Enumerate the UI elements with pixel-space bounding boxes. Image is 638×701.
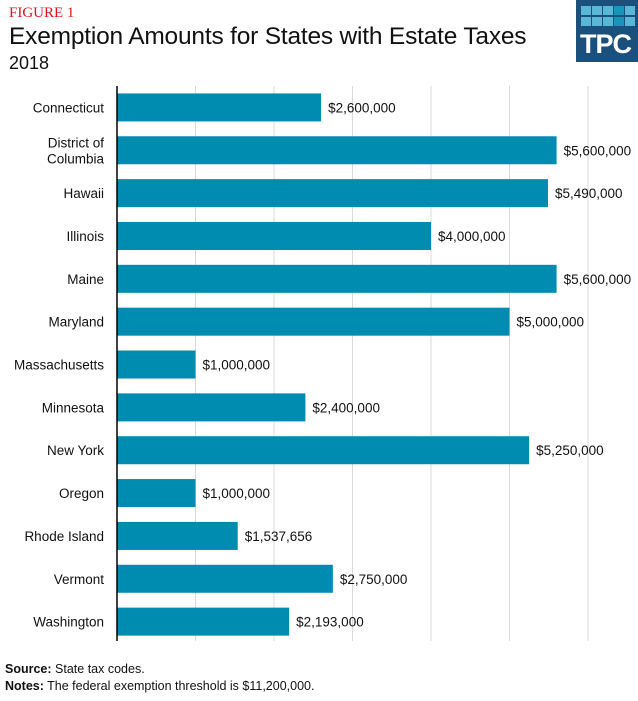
figure-label: FIGURE 1	[9, 5, 75, 21]
bar	[117, 136, 557, 165]
category-label: Washington	[33, 615, 104, 630]
source-label: Source:	[5, 662, 52, 676]
logo-square	[614, 6, 624, 15]
data-label: $2,400,000	[312, 400, 380, 415]
bar	[117, 607, 290, 636]
category-label: Oregon	[59, 486, 104, 501]
data-label: $5,000,000	[517, 315, 585, 330]
source-note: Source: State tax codes.	[5, 662, 145, 676]
data-label: $5,490,000	[555, 186, 623, 201]
category-label: Columbia	[47, 151, 105, 166]
logo-square	[625, 17, 635, 26]
logo-square	[581, 6, 591, 15]
data-label: $1,000,000	[203, 358, 271, 373]
logo-square	[625, 6, 635, 15]
category-label: Maine	[67, 272, 104, 287]
category-label: Minnesota	[42, 400, 105, 415]
chart-title: Exemption Amounts for States with Estate…	[9, 23, 527, 50]
bar	[117, 93, 322, 122]
logo-square	[592, 6, 602, 15]
notes-text: The federal exemption threshold is $11,2…	[47, 679, 315, 693]
category-label: Rhode Island	[24, 529, 104, 544]
bar	[117, 564, 333, 593]
data-label: $5,250,000	[536, 443, 604, 458]
bar	[117, 264, 557, 293]
logo-square	[603, 17, 613, 26]
bar	[117, 436, 530, 465]
bar	[117, 479, 196, 508]
chart-subtitle: 2018	[9, 53, 50, 73]
category-label: Vermont	[54, 572, 105, 587]
category-label: Hawaii	[63, 186, 104, 201]
bar	[117, 307, 510, 336]
data-label: $2,193,000	[296, 615, 364, 630]
tpc-logo: TPC	[576, 0, 638, 62]
bar	[117, 179, 548, 208]
notes-label: Notes:	[5, 679, 44, 693]
logo-square	[603, 6, 613, 15]
category-label: New York	[47, 443, 104, 458]
bar	[117, 350, 196, 379]
category-label: Massachusetts	[14, 358, 104, 373]
category-label: District of	[48, 135, 105, 150]
logo-square	[592, 17, 602, 26]
logo-square	[581, 17, 591, 26]
data-label: $1,000,000	[203, 486, 271, 501]
logo-text: TPC	[580, 29, 632, 59]
category-label: Maryland	[48, 315, 104, 330]
notes: Notes: The federal exemption threshold i…	[5, 679, 314, 693]
logo-square	[614, 17, 624, 26]
data-label: $4,000,000	[438, 229, 506, 244]
bar	[117, 221, 431, 250]
source-text: State tax codes.	[55, 662, 145, 676]
bar	[117, 521, 238, 550]
bar	[117, 393, 306, 422]
data-label: $5,600,000	[564, 143, 632, 158]
data-label: $2,750,000	[340, 572, 408, 587]
category-label: Connecticut	[33, 100, 105, 115]
category-label: Illinois	[66, 229, 104, 244]
data-label: $1,537,656	[245, 529, 313, 544]
data-label: $2,600,000	[328, 100, 396, 115]
data-label: $5,600,000	[564, 272, 632, 287]
